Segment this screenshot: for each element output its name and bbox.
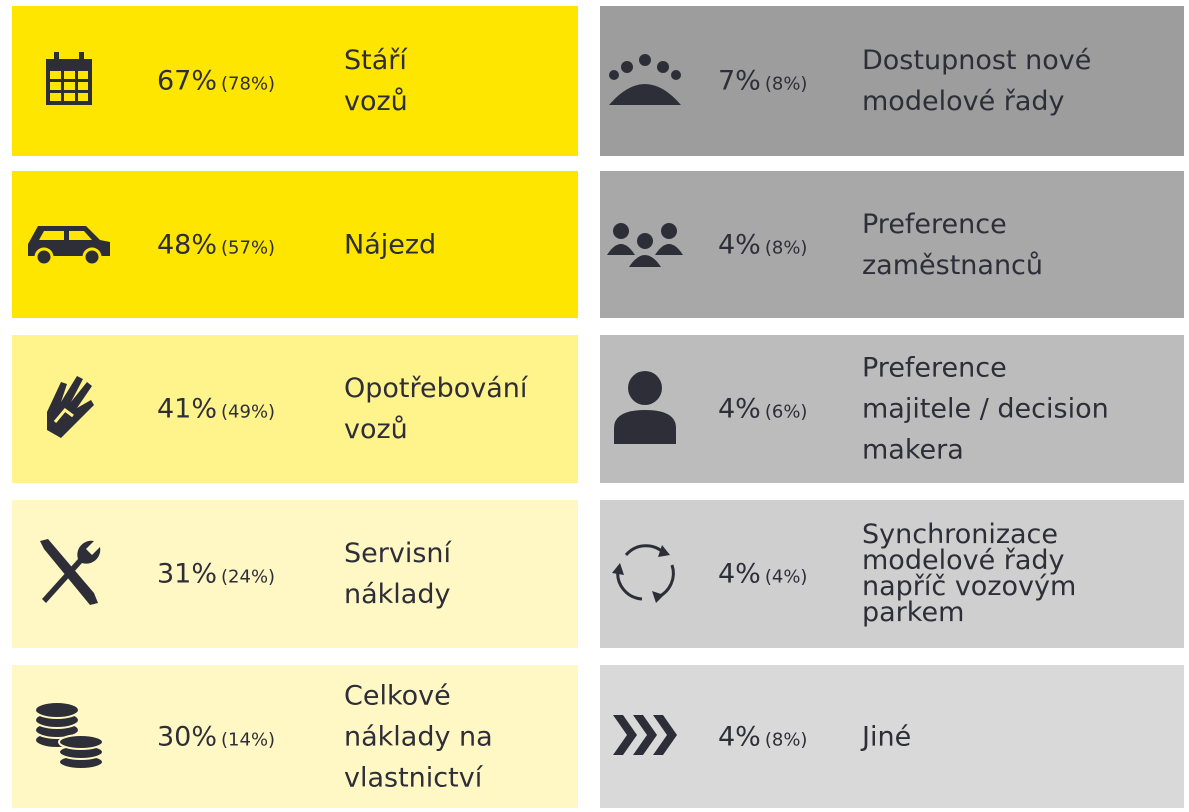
- value: 4%: [718, 721, 761, 752]
- percent: 4% (6%): [718, 394, 807, 425]
- tile: 4% (6%) Preference majitele / decision maker…: [600, 335, 1184, 483]
- label-line: Stáří: [344, 45, 407, 76]
- percent: 4% (4%): [718, 559, 807, 590]
- icon: [607, 53, 683, 109]
- icon: [44, 51, 94, 111]
- label-line: Servisní: [344, 538, 452, 569]
- icon: [24, 220, 114, 270]
- tile: 31% (24%) Servisní náklady: [12, 500, 578, 648]
- label: Dostupnost nové modelové řady: [862, 40, 1091, 122]
- label-line: modelové řady: [862, 545, 1065, 576]
- percent: 4% (8%): [718, 229, 807, 260]
- previous-value: (78%): [221, 73, 276, 95]
- label: Preference majitele / decision makera: [862, 348, 1109, 471]
- label: Synchronizace modelové řady napříč vozovým…: [862, 519, 1077, 628]
- label-line: Synchronizace: [862, 519, 1059, 550]
- icon: [613, 714, 677, 759]
- value: 7%: [718, 65, 761, 97]
- label-line: Dostupnost nové: [862, 45, 1092, 76]
- label-line: Opotřebování: [344, 373, 528, 404]
- label: Celkové náklady na vlastnictví: [344, 675, 493, 798]
- value: 4%: [718, 558, 761, 590]
- label-line: Jiné: [862, 721, 912, 752]
- previous-value: (8%): [764, 237, 808, 258]
- label-line: Preference: [862, 352, 1007, 384]
- icon: [34, 537, 104, 611]
- percent: 7% (8%): [718, 66, 807, 97]
- value: 30%: [157, 721, 218, 752]
- percent: 67% (78%): [157, 66, 275, 97]
- icon: [614, 370, 676, 448]
- previous-value: (4%): [764, 566, 808, 588]
- label-line: modelové řady: [862, 86, 1065, 117]
- label: Preference zaměstnanců: [862, 204, 1043, 286]
- icon: [607, 219, 683, 271]
- value: 67%: [157, 65, 218, 97]
- percent: 41% (49%): [157, 394, 275, 425]
- previous-value: (14%): [221, 729, 276, 750]
- percent: 4% (8%): [718, 721, 807, 752]
- label-line: zaměstnanců: [862, 249, 1044, 281]
- value: 41%: [157, 393, 218, 425]
- label-line: náklady na: [344, 721, 493, 752]
- value: 4%: [718, 393, 761, 425]
- icon: [31, 700, 107, 774]
- tile: 48% (57%) Nájezd: [12, 171, 578, 318]
- tile: 30% (14%) Celkové náklady na vlastnictví: [12, 665, 578, 808]
- tile: 41% (49%) Opotřebování vozů: [12, 335, 578, 483]
- label-line: makera: [862, 434, 964, 466]
- value: 31%: [157, 558, 218, 590]
- tile: 4% (4%) Synchronizace modelové řady napříč v…: [600, 500, 1184, 648]
- label-line: parkem: [862, 597, 965, 628]
- icon: [612, 539, 678, 609]
- label-line: vozů: [344, 414, 408, 445]
- label: Stáří vozů: [344, 40, 408, 122]
- icon: [41, 372, 97, 446]
- tile: 67% (78%) Stáří vozů: [12, 6, 578, 156]
- previous-value: (8%): [764, 729, 808, 750]
- label: Servisní náklady: [344, 533, 451, 615]
- label-line: Celkové: [344, 680, 451, 711]
- label: Opotřebování vozů: [344, 368, 527, 450]
- label-line: vozů: [344, 86, 408, 117]
- tile: 4% (8%) Jiné: [600, 665, 1184, 808]
- label: Jiné: [862, 716, 911, 757]
- label-line: napříč vozovým: [862, 571, 1077, 602]
- label-line: náklady: [344, 579, 451, 610]
- value: 48%: [157, 229, 218, 260]
- tile: 7% (8%) Dostupnost nové modelové řady: [600, 6, 1184, 156]
- tile: 4% (8%) Preference zaměstnanců: [600, 171, 1184, 318]
- previous-value: (8%): [764, 73, 808, 95]
- label-line: Preference: [862, 208, 1007, 240]
- percent: 31% (24%): [157, 559, 275, 590]
- label: Nájezd: [344, 224, 436, 265]
- previous-value: (57%): [221, 237, 276, 258]
- label-line: Nájezd: [344, 229, 437, 260]
- previous-value: (24%): [221, 566, 276, 588]
- percent: 30% (14%): [157, 721, 275, 752]
- percent: 48% (57%): [157, 229, 275, 260]
- label-line: vlastnictví: [344, 762, 483, 793]
- previous-value: (49%): [221, 401, 276, 423]
- value: 4%: [718, 229, 761, 260]
- previous-value: (6%): [764, 401, 808, 423]
- label-line: majitele / decision: [862, 393, 1109, 425]
